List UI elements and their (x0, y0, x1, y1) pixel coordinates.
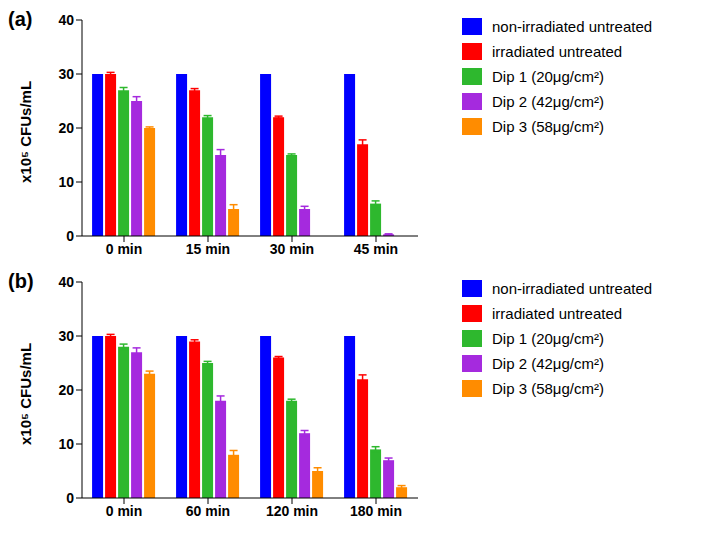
svg-text:x10⁵ CFUs/mL: x10⁵ CFUs/mL (17, 343, 34, 445)
svg-text:10: 10 (58, 174, 74, 190)
svg-text:40: 40 (58, 12, 74, 28)
html-text:Dip 2 (42μg/cm²): Dip 2 (42μg/cm²) (492, 355, 604, 372)
svg-text:120 min: 120 min (266, 503, 318, 519)
svg-text:30 min: 30 min (270, 241, 314, 257)
svg-text:x10⁵ CFUs/mL: x10⁵ CFUs/mL (17, 81, 34, 183)
html-text:non-irradiated untreated: non-irradiated untreated (492, 18, 653, 35)
svg-text:30: 30 (58, 328, 74, 344)
html-text:Dip 2 (42μg/cm²): Dip 2 (42μg/cm²) (492, 93, 604, 110)
html-text:Dip 1 (20μg/cm²): Dip 1 (20μg/cm²) (492, 68, 604, 85)
svg-text:0 min: 0 min (106, 241, 143, 257)
svg-text:20: 20 (58, 120, 74, 136)
svg-text:0: 0 (66, 490, 74, 506)
html-text:(a): (a) (8, 8, 33, 30)
svg-text:15 min: 15 min (186, 241, 230, 257)
html-text:non-irradiated untreated: non-irradiated untreated (492, 280, 653, 297)
html-text:Dip 1 (20μg/cm²): Dip 1 (20μg/cm²) (492, 330, 604, 347)
svg-text:0: 0 (66, 228, 74, 244)
html-text:(b): (b) (8, 270, 34, 292)
html-text:Dip 3 (58μg/cm²): Dip 3 (58μg/cm²) (492, 380, 604, 397)
svg-text:40: 40 (58, 274, 74, 290)
svg-text:0 min: 0 min (106, 503, 143, 519)
svg-text:45 min: 45 min (354, 241, 398, 257)
html-text:Dip 3 (58μg/cm²): Dip 3 (58μg/cm²) (492, 118, 604, 135)
svg-text:30: 30 (58, 66, 74, 82)
html-text:irradiated untreated: irradiated untreated (492, 305, 623, 322)
html-text:irradiated untreated: irradiated untreated (492, 43, 623, 60)
svg-text:60 min: 60 min (186, 503, 230, 519)
svg-text:180 min: 180 min (350, 503, 402, 519)
svg-text:10: 10 (58, 436, 74, 452)
svg-text:20: 20 (58, 382, 74, 398)
